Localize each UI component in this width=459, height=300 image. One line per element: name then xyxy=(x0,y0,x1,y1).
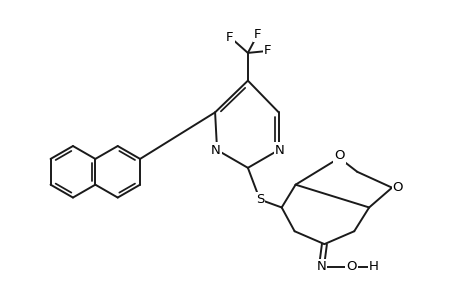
Text: F: F xyxy=(263,44,271,57)
Text: N: N xyxy=(316,260,325,273)
Text: O: O xyxy=(333,149,344,162)
Text: N: N xyxy=(274,143,284,157)
Text: F: F xyxy=(253,28,261,40)
Text: S: S xyxy=(255,193,263,206)
Text: N: N xyxy=(211,143,220,157)
Text: H: H xyxy=(369,260,378,273)
Text: F: F xyxy=(226,31,233,44)
Text: O: O xyxy=(392,181,403,194)
Text: O: O xyxy=(345,260,356,273)
